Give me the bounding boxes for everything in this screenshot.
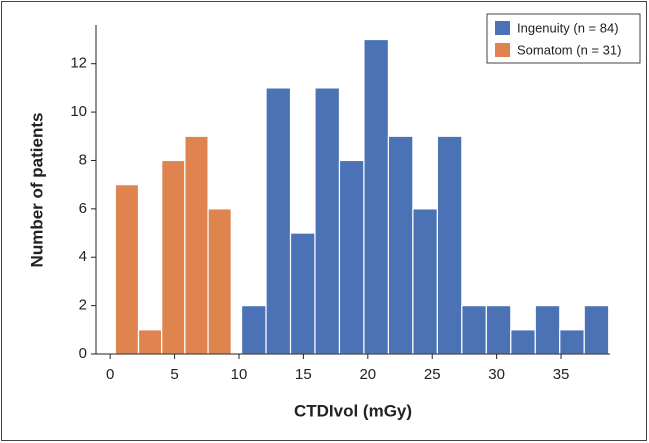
x-tick-label: 20 [359,366,376,383]
y-axis-label: Number of patients [27,113,46,268]
x-tick-label: 0 [106,366,114,383]
bar [387,135,414,355]
bar [461,305,487,355]
x-tick-label: 5 [170,366,178,383]
bar [436,135,463,355]
legend-swatch [495,43,510,57]
y-tick-label: 10 [70,103,87,120]
bar [338,159,365,355]
legend-label: Ingenuity (n = 84) [517,20,619,35]
bar [289,232,316,355]
bar [363,38,390,355]
x-tick-label: 30 [488,366,505,383]
bar [559,329,585,355]
y-tick-label: 6 [79,200,87,217]
bar [184,135,209,355]
legend-box [486,13,641,64]
bar [240,305,267,355]
x-tick-label: 25 [424,366,441,383]
x-tick-label: 35 [553,366,570,383]
x-tick-label: 10 [231,366,248,383]
bar [207,208,232,355]
bar [510,329,536,355]
bar [137,329,163,355]
bar [412,208,438,355]
y-tick-label: 0 [79,345,87,362]
legend-swatch [495,21,510,35]
y-tick-label: 2 [79,297,87,314]
bar [583,305,610,355]
legend-label: Somatom (n = 31) [517,42,621,57]
y-tick-label: 8 [79,151,87,168]
bar [485,305,512,355]
bar [114,184,140,355]
bar [265,87,292,355]
bar [161,159,186,355]
bar [534,305,561,355]
x-axis-label: CTDIvol (mGy) [294,401,412,420]
y-tick-label: 4 [79,248,87,265]
y-tick-label: 12 [70,55,87,72]
x-tick-label: 15 [295,366,312,383]
bar [314,87,341,355]
